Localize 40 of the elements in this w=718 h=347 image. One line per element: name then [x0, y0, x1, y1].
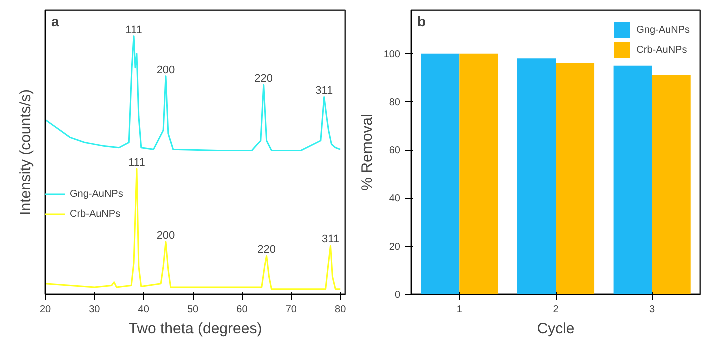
- chart-title: a: [52, 14, 60, 30]
- annotation: 311: [316, 85, 334, 98]
- x-tick-label: 2: [553, 304, 560, 316]
- y-tick-label: 60: [389, 146, 401, 157]
- legend-label: Crb-AuNPs: [70, 208, 121, 220]
- legend-label: Crb-AuNPs: [636, 44, 688, 56]
- y-tick-label: 80: [389, 97, 401, 108]
- y-axis-title: Intensity (counts/s): [18, 90, 34, 216]
- y-tick-label: 100: [384, 49, 401, 60]
- annotation: 111: [126, 24, 142, 36]
- x-tick-label: 70: [286, 304, 298, 316]
- x-tick-label: 20: [40, 304, 52, 316]
- annotation: 220: [258, 244, 276, 256]
- bar: [460, 54, 498, 294]
- chart-title: b: [418, 14, 426, 30]
- annotation: 111: [128, 157, 146, 170]
- x-tick-label: 80: [335, 304, 347, 316]
- x-axis-title: Two theta (degrees): [128, 320, 262, 338]
- annotation: 200: [156, 230, 176, 242]
- bar: [517, 58, 556, 294]
- y-tick-label: 40: [389, 194, 401, 205]
- y-tick-label: 20: [389, 242, 401, 253]
- annotation: 220: [254, 73, 274, 86]
- bar: [614, 66, 652, 294]
- bar: [556, 63, 595, 294]
- bar: [652, 75, 691, 294]
- legend-label: Gng-AuNPs: [70, 188, 124, 200]
- x-tick-label: 50: [187, 304, 200, 316]
- x-tick-label: 3: [650, 304, 656, 316]
- legend-label: Gng-AuNPs: [636, 24, 690, 36]
- x-tick-label: 40: [138, 304, 150, 316]
- bar: [421, 54, 460, 294]
- annotation: 311: [322, 234, 340, 246]
- annotation: 200: [156, 64, 176, 76]
- x-axis-title: Cycle: [537, 320, 575, 338]
- y-tick-label: 0: [394, 290, 401, 301]
- x-tick-label: 60: [236, 304, 248, 316]
- x-tick-label: 1: [456, 304, 463, 316]
- y-axis-title: % Removal: [358, 114, 376, 191]
- x-tick-label: 30: [89, 304, 101, 316]
